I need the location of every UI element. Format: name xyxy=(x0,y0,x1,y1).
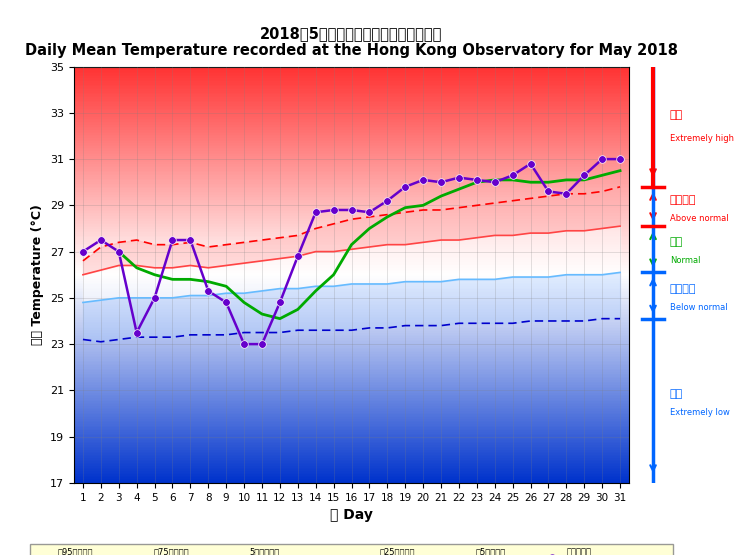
X-axis label: 日 Day: 日 Day xyxy=(330,508,373,522)
Legend: 第95百分位數
95th percentile, 第75百分位數
75th percentile, 5天移動平均
Running 5-day average, : 第95百分位數 95th percentile, 第75百分位數 75th pe… xyxy=(30,544,673,555)
Text: Extremely high: Extremely high xyxy=(670,134,733,143)
Text: 高於正常: 高於正常 xyxy=(670,195,696,205)
Text: Below normal: Below normal xyxy=(670,302,727,311)
Y-axis label: 氣溫 Temperature (°C): 氣溫 Temperature (°C) xyxy=(32,204,44,345)
Text: Above normal: Above normal xyxy=(670,214,728,223)
Text: 正常: 正常 xyxy=(670,238,683,248)
Text: 極低: 極低 xyxy=(670,389,683,399)
Text: Extremely low: Extremely low xyxy=(670,408,730,417)
Text: 極高: 極高 xyxy=(670,110,683,120)
Text: 低於正常: 低於正常 xyxy=(670,284,696,294)
Title: 2018年5月香港天文台錄得的日平均氣溫
Daily Mean Temperature recorded at the Hong Kong Observator: 2018年5月香港天文台錄得的日平均氣溫 Daily Mean Temperat… xyxy=(25,26,678,58)
Text: Normal: Normal xyxy=(670,256,700,265)
